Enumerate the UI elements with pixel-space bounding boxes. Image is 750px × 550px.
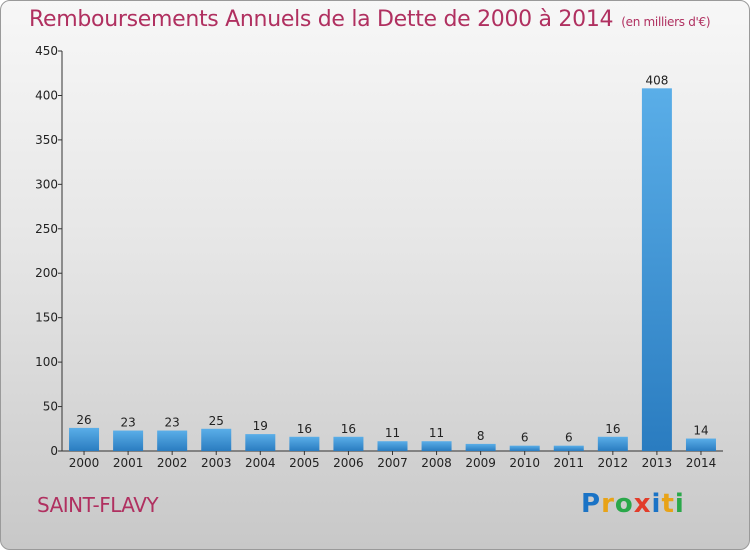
- data-label: 23: [165, 416, 180, 430]
- y-tick-label: 50: [43, 400, 58, 414]
- y-tick-label: 200: [35, 266, 58, 280]
- data-label: 408: [645, 73, 668, 87]
- data-label: 25: [209, 414, 224, 428]
- data-label: 11: [385, 426, 400, 440]
- y-tick-label: 250: [35, 222, 58, 236]
- data-label: 14: [693, 424, 708, 438]
- y-tick-label: 400: [35, 88, 58, 102]
- bar: [465, 443, 496, 451]
- data-label: 16: [341, 422, 356, 436]
- x-tick-label: 2014: [686, 456, 717, 470]
- x-tick-label: 2012: [598, 456, 629, 470]
- data-label: 23: [120, 416, 135, 430]
- city-name: SAINT-FLAVY: [37, 493, 159, 517]
- bar: [157, 430, 188, 451]
- bar: [113, 430, 144, 451]
- x-tick-label: 2008: [421, 456, 452, 470]
- bar: [245, 434, 276, 451]
- bar: [597, 436, 628, 451]
- x-tick-label: 2010: [509, 456, 540, 470]
- bar: [421, 441, 452, 451]
- y-tick-label: 100: [35, 355, 58, 369]
- x-tick-label: 2004: [245, 456, 276, 470]
- bar: [333, 436, 364, 451]
- data-label: 6: [521, 431, 529, 445]
- value-labels: 26 23 23 25 19 16 16 11 11 8 6 6 16 408 14: [76, 73, 708, 444]
- bar: [201, 428, 232, 451]
- y-tick-label: 350: [35, 133, 58, 147]
- data-label: 19: [253, 419, 268, 433]
- y-tick-label: 300: [35, 177, 58, 191]
- data-label: 16: [297, 422, 312, 436]
- bars: [69, 88, 716, 451]
- chart-title-text: Remboursements Annuels de la Dette de 20…: [29, 7, 614, 32]
- x-tick-label: 2007: [377, 456, 408, 470]
- x-tick-label: 2002: [157, 456, 188, 470]
- bar: [685, 438, 716, 451]
- x-tick-label: 2003: [201, 456, 232, 470]
- bar: [553, 445, 584, 451]
- chart-unit: (en milliers d'€): [621, 15, 711, 29]
- bar: [641, 88, 672, 451]
- data-label: 6: [565, 431, 573, 445]
- bar: [377, 441, 408, 451]
- y-tick-label: 0: [50, 444, 58, 458]
- data-label: 8: [477, 429, 485, 443]
- chart-title: Remboursements Annuels de la Dette de 20…: [29, 7, 711, 32]
- proxiti-logo: Proxiti: [581, 489, 685, 519]
- x-tick-label: 2009: [465, 456, 496, 470]
- bar: [509, 445, 540, 451]
- bar: [289, 436, 320, 451]
- x-tick-label: 2001: [113, 456, 144, 470]
- data-label: 16: [605, 422, 620, 436]
- data-label: 26: [76, 413, 91, 427]
- x-tick-label: 2000: [69, 456, 100, 470]
- x-tick-label: 2011: [553, 456, 584, 470]
- x-tick-label: 2013: [642, 456, 673, 470]
- bar: [69, 427, 100, 451]
- y-tick-label: 450: [35, 44, 58, 58]
- data-label: 11: [429, 426, 444, 440]
- x-tick-label: 2005: [289, 456, 320, 470]
- axes: 0 50 100 150 200 250 300 350 400 450 2000 2001 2002 2…: [35, 44, 723, 470]
- x-tick-label: 2006: [333, 456, 364, 470]
- y-tick-label: 150: [35, 311, 58, 325]
